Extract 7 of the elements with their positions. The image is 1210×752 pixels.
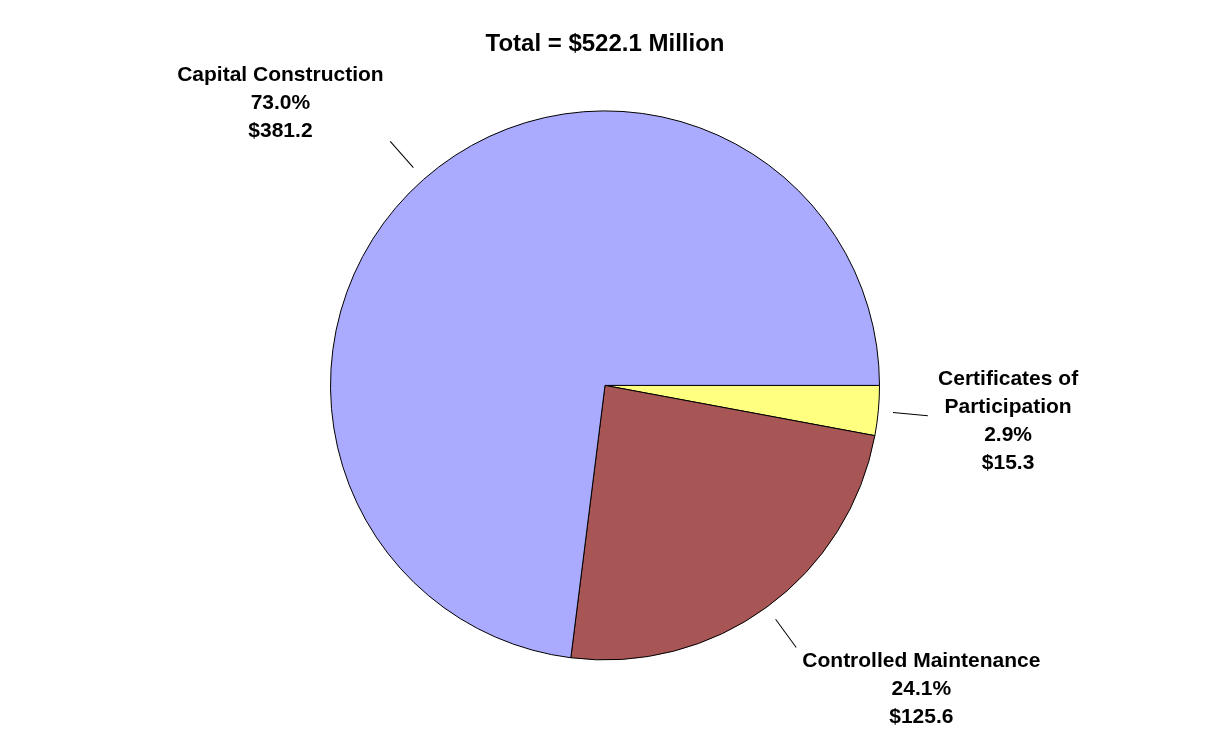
data-label: 24.1% $125.6: [889, 676, 954, 728]
slice-label: Certificates of Participation: [938, 366, 1080, 418]
data-label: 2.9% $15.3: [981, 422, 1035, 474]
slice-label: Capital Construction: [177, 61, 384, 85]
chart-title: Total = $522.1 Million: [485, 29, 725, 57]
slice-label: Controlled Maintenance: [802, 648, 1041, 672]
data-label: 73.0% $381.2: [248, 89, 313, 141]
